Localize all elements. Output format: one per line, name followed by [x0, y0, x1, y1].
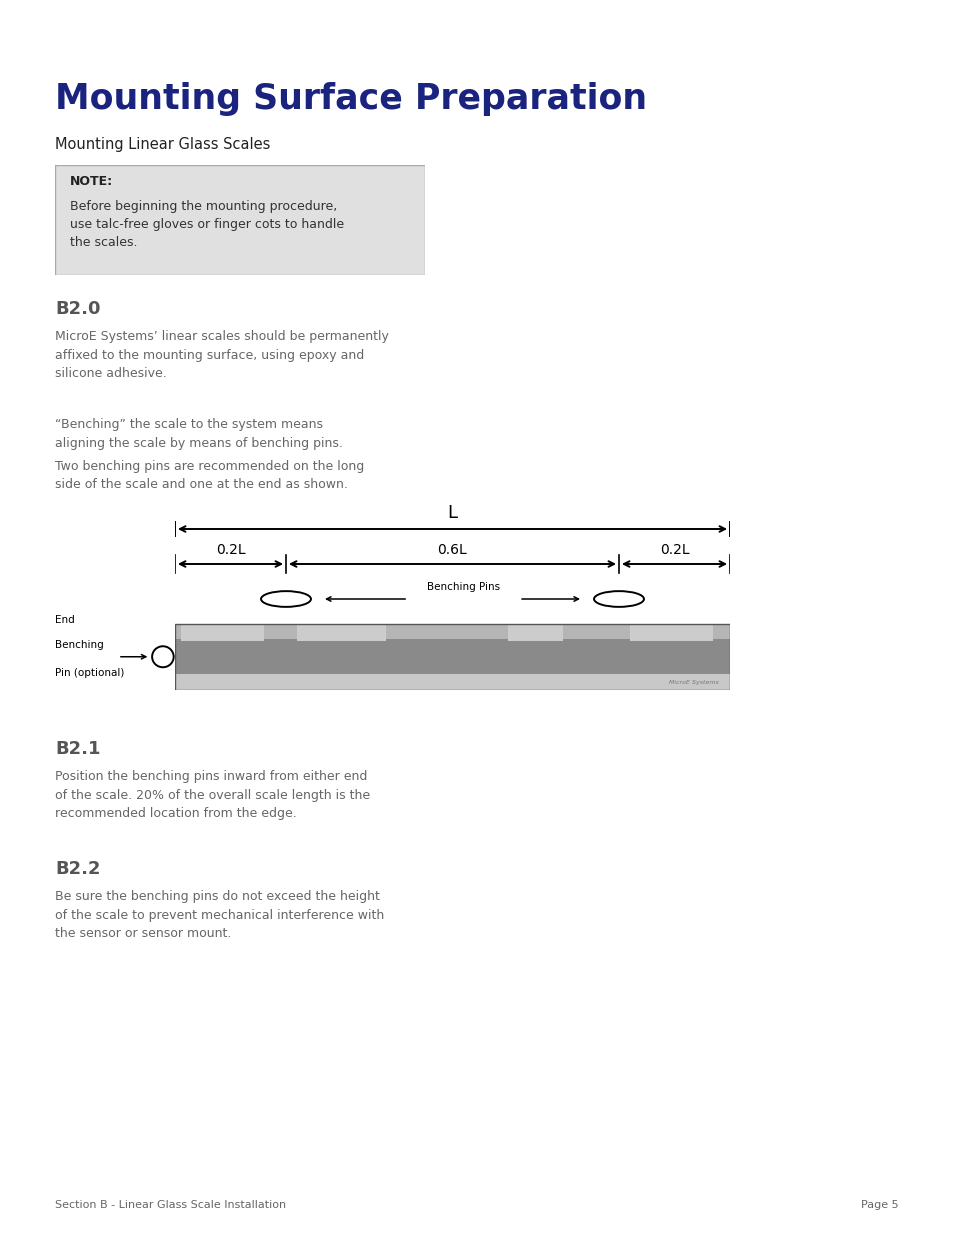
- Text: 0.6L: 0.6L: [437, 543, 467, 557]
- Text: L: L: [447, 504, 457, 522]
- Bar: [180, 625, 264, 641]
- Bar: [296, 625, 341, 641]
- Text: Before beginning the mounting procedure,
use talc-free gloves or finger cots to : Before beginning the mounting procedure,…: [70, 200, 343, 248]
- Bar: [174, 624, 729, 640]
- Text: Benching: Benching: [55, 640, 104, 650]
- Bar: [341, 625, 386, 641]
- Text: Benching Pins: Benching Pins: [427, 582, 499, 592]
- Text: Mounting Linear Glass Scales: Mounting Linear Glass Scales: [55, 137, 271, 152]
- Text: Be sure the benching pins do not exceed the height
of the scale to prevent mecha: Be sure the benching pins do not exceed …: [55, 890, 384, 940]
- Bar: [507, 625, 563, 641]
- Text: 0.2L: 0.2L: [215, 543, 245, 557]
- Text: MicroE Systems: MicroE Systems: [668, 679, 719, 684]
- Text: B2.1: B2.1: [55, 740, 101, 758]
- Text: Pin (optional): Pin (optional): [55, 668, 125, 678]
- Text: End: End: [55, 615, 75, 625]
- Text: “Benching” the scale to the system means
aligning the scale by means of benching: “Benching” the scale to the system means…: [55, 417, 343, 450]
- Text: NOTE:: NOTE:: [70, 175, 112, 188]
- Bar: [174, 640, 729, 674]
- Text: B2.2: B2.2: [55, 860, 101, 878]
- Bar: [174, 624, 729, 690]
- Text: MicroE Systems’ linear scales should be permanently
affixed to the mounting surf: MicroE Systems’ linear scales should be …: [55, 330, 389, 380]
- Text: Two benching pins are recommended on the long
side of the scale and one at the e: Two benching pins are recommended on the…: [55, 459, 364, 492]
- Text: Section B - Linear Glass Scale Installation: Section B - Linear Glass Scale Installat…: [55, 1200, 286, 1210]
- Bar: [174, 674, 729, 690]
- Text: 0.2L: 0.2L: [659, 543, 689, 557]
- Text: Mounting Surface Preparation: Mounting Surface Preparation: [55, 82, 647, 116]
- Bar: [629, 625, 713, 641]
- Text: B2.0: B2.0: [55, 300, 101, 317]
- Text: Position the benching pins inward from either end
of the scale. 20% of the overa: Position the benching pins inward from e…: [55, 769, 370, 820]
- Text: Page 5: Page 5: [861, 1200, 898, 1210]
